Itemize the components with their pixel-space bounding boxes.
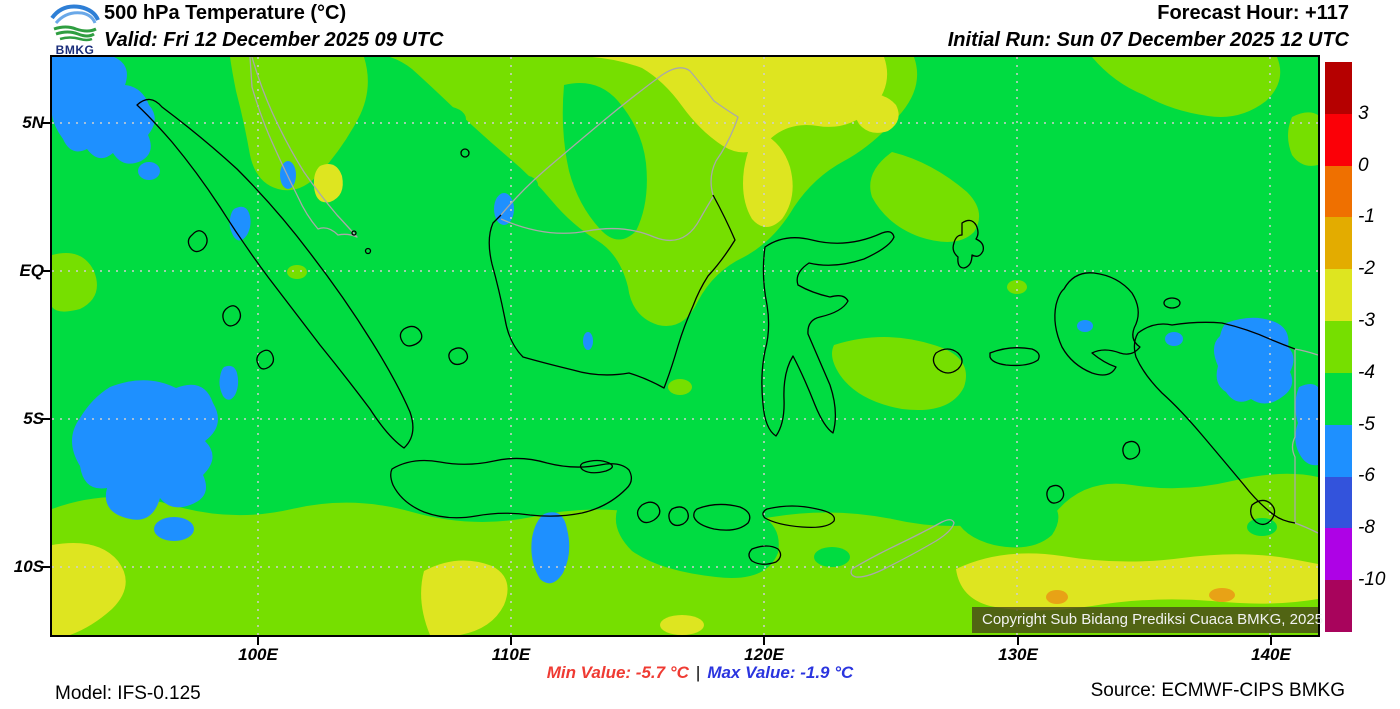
axis-tick: [42, 418, 50, 420]
colorbar-tick-label: -5: [1358, 414, 1375, 435]
colorbar-tick-label: 0: [1358, 155, 1369, 176]
colorbar-swatch: [1325, 476, 1352, 529]
axis-tick: [257, 637, 259, 645]
lat-label-eq: EQ: [19, 261, 44, 280]
colorbar-tick-label: -8: [1358, 517, 1375, 538]
bmkg-logo: BMKG: [46, 2, 104, 57]
lat-label-5s: 5S: [23, 409, 44, 428]
axis-tick: [42, 566, 50, 568]
page-title: 500 hPa Temperature (°C): [104, 2, 347, 24]
minmax-line: Min Value: -5.7 °C | Max Value: -1.9 °C: [0, 663, 1400, 683]
copyright-overlay: Copyright Sub Bidang Prediksi Cuaca BMKG…: [972, 607, 1323, 633]
lon-label-140e: 140E: [1251, 645, 1291, 664]
axis-tick: [510, 637, 512, 645]
colorbar-tick-label: -2: [1358, 258, 1375, 279]
colorbar-tick-label: -4: [1358, 362, 1375, 383]
valid-time-label: Valid: Fri 12 December 2025 09 UTC: [104, 29, 444, 51]
forecast-hour-label: Forecast Hour: +117: [1157, 2, 1349, 24]
temperature-field-blobs: [52, 57, 1318, 635]
source-label: Source: ECMWF-CIPS BMKG: [1090, 680, 1345, 701]
colorbar-swatch: [1325, 113, 1352, 166]
colorbar-tick-label: -6: [1358, 465, 1375, 486]
colorbar-tick-label: 3: [1358, 103, 1369, 124]
map-canvas: Copyright Sub Bidang Prediksi Cuaca BMKG…: [50, 55, 1323, 637]
colorbar-swatch: [1325, 62, 1352, 114]
bmkg-logo-graphic: [50, 4, 100, 42]
colorbar-tick-label: -1: [1358, 206, 1375, 227]
colorbar-swatch: [1325, 165, 1352, 218]
colorbar-tick-label: -3: [1358, 310, 1375, 331]
lat-label-5n: 5N: [22, 113, 44, 132]
axis-tick: [1270, 637, 1272, 645]
bmkg-logo-label: BMKG: [55, 43, 95, 57]
lon-label-110e: 110E: [491, 645, 531, 664]
lon-label-100e: 100E: [238, 645, 278, 664]
max-value-label: Max Value: -1.9 °C: [707, 663, 854, 682]
colorbar-swatch: [1325, 321, 1352, 373]
axis-tick: [763, 637, 765, 645]
colorbar-swatch: [1325, 424, 1352, 477]
lon-label-120e: 120E: [744, 645, 784, 664]
axis-tick: [42, 270, 50, 272]
graticule-gridlines: [52, 57, 1318, 635]
country-borders: [249, 57, 1318, 578]
axis-tick: [42, 122, 50, 124]
axis-tick: [1017, 637, 1019, 645]
lon-label-130e: 130E: [998, 645, 1038, 664]
colorbar-swatch: [1325, 580, 1352, 632]
colorbar-swatch: [1325, 217, 1352, 270]
colorbar-swatch: [1325, 528, 1352, 581]
colorbar: [1325, 62, 1352, 632]
coastlines: [136, 98, 1296, 565]
temperature-field-svg: [52, 57, 1318, 635]
lat-label-10s: 10S: [13, 557, 44, 576]
minmax-separator: |: [695, 663, 701, 682]
colorbar-swatch: [1325, 372, 1352, 425]
model-label: Model: IFS-0.125: [55, 683, 201, 704]
colorbar-tick-label: -10: [1358, 569, 1386, 590]
colorbar-swatch: [1325, 269, 1352, 322]
min-value-label: Min Value: -5.7 °C: [546, 663, 689, 682]
initial-run-label: Initial Run: Sun 07 December 2025 12 UTC: [947, 29, 1349, 51]
